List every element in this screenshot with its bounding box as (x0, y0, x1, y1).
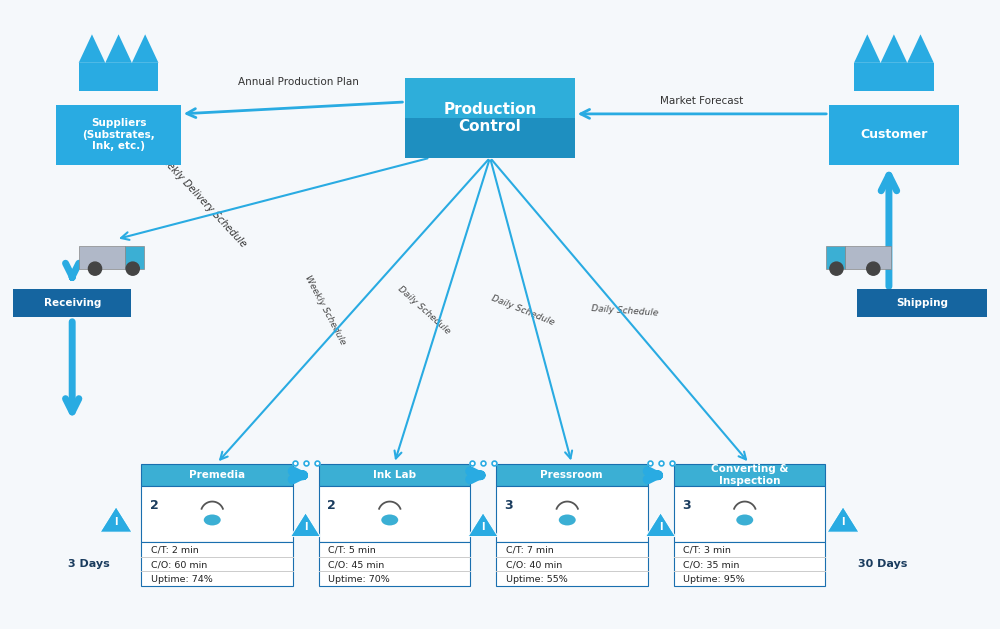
FancyBboxPatch shape (496, 464, 648, 486)
Text: Weekly Delivery Schedule: Weekly Delivery Schedule (154, 150, 248, 250)
FancyBboxPatch shape (319, 542, 470, 586)
Text: I: I (659, 522, 662, 532)
Text: Production
Control: Production Control (443, 102, 537, 134)
Text: 3: 3 (505, 499, 513, 512)
Circle shape (126, 262, 139, 276)
FancyBboxPatch shape (319, 486, 470, 542)
Text: 2: 2 (327, 499, 336, 512)
Polygon shape (827, 507, 859, 532)
Polygon shape (132, 35, 158, 63)
Text: I: I (481, 522, 485, 532)
Text: Receiving: Receiving (44, 298, 101, 308)
Text: C/T: 3 min: C/T: 3 min (683, 545, 731, 555)
Text: Pressroom: Pressroom (540, 470, 603, 481)
Circle shape (867, 262, 880, 276)
Text: Daily Schedule: Daily Schedule (591, 304, 658, 318)
FancyBboxPatch shape (674, 486, 825, 542)
FancyBboxPatch shape (845, 246, 891, 269)
Text: Ink Lab: Ink Lab (373, 470, 416, 481)
Polygon shape (854, 35, 881, 63)
Ellipse shape (736, 515, 753, 525)
FancyBboxPatch shape (829, 105, 959, 165)
FancyBboxPatch shape (496, 542, 648, 586)
FancyBboxPatch shape (826, 246, 845, 269)
FancyBboxPatch shape (674, 464, 825, 486)
FancyBboxPatch shape (854, 63, 934, 91)
Text: Weekly Schedule: Weekly Schedule (303, 274, 348, 347)
Text: I: I (304, 522, 307, 532)
Ellipse shape (204, 515, 221, 525)
Text: 3 Days: 3 Days (68, 559, 110, 569)
Text: Annual Production Plan: Annual Production Plan (238, 77, 359, 87)
Polygon shape (79, 35, 105, 63)
Text: Uptime: 74%: Uptime: 74% (151, 575, 213, 584)
Polygon shape (881, 35, 907, 63)
Text: I: I (114, 517, 118, 527)
Polygon shape (291, 513, 320, 537)
Text: Customer: Customer (860, 128, 928, 142)
Polygon shape (105, 35, 132, 63)
FancyBboxPatch shape (857, 289, 987, 317)
FancyBboxPatch shape (13, 289, 131, 317)
FancyBboxPatch shape (405, 78, 575, 158)
FancyBboxPatch shape (319, 464, 470, 486)
Text: C/O: 60 min: C/O: 60 min (151, 560, 207, 569)
FancyBboxPatch shape (141, 464, 293, 486)
Text: Daily Schedule: Daily Schedule (396, 285, 452, 337)
FancyBboxPatch shape (79, 63, 158, 91)
Text: Uptime: 55%: Uptime: 55% (506, 575, 568, 584)
FancyBboxPatch shape (125, 246, 144, 269)
FancyBboxPatch shape (496, 486, 648, 542)
FancyBboxPatch shape (141, 486, 293, 542)
Text: 2: 2 (150, 499, 158, 512)
Ellipse shape (559, 515, 576, 525)
FancyBboxPatch shape (674, 542, 825, 586)
Text: C/T: 5 min: C/T: 5 min (328, 545, 376, 555)
Polygon shape (468, 513, 498, 537)
Text: 30 Days: 30 Days (858, 559, 908, 569)
Text: Premedia: Premedia (189, 470, 245, 481)
FancyBboxPatch shape (56, 105, 181, 165)
Circle shape (88, 262, 102, 276)
Polygon shape (646, 513, 676, 537)
Text: Converting &
Inspection: Converting & Inspection (711, 464, 788, 486)
Text: Uptime: 95%: Uptime: 95% (683, 575, 745, 584)
Text: Daily Schedule: Daily Schedule (490, 294, 556, 327)
Text: C/T: 7 min: C/T: 7 min (506, 545, 554, 555)
Text: Shipping: Shipping (896, 298, 948, 308)
Text: C/O: 40 min: C/O: 40 min (506, 560, 562, 569)
Text: C/T: 2 min: C/T: 2 min (151, 545, 199, 555)
Polygon shape (907, 35, 934, 63)
Text: 3: 3 (682, 499, 691, 512)
Text: Suppliers
(Substrates,
Ink, etc.): Suppliers (Substrates, Ink, etc.) (82, 118, 155, 152)
Circle shape (830, 262, 843, 276)
Text: C/O: 35 min: C/O: 35 min (683, 560, 740, 569)
FancyBboxPatch shape (79, 246, 125, 269)
FancyBboxPatch shape (405, 78, 575, 118)
Ellipse shape (381, 515, 398, 525)
Text: I: I (841, 517, 845, 527)
FancyBboxPatch shape (141, 542, 293, 586)
Text: Uptime: 70%: Uptime: 70% (328, 575, 390, 584)
Text: Market Forecast: Market Forecast (660, 96, 744, 106)
Text: C/O: 45 min: C/O: 45 min (328, 560, 385, 569)
Polygon shape (100, 507, 132, 532)
